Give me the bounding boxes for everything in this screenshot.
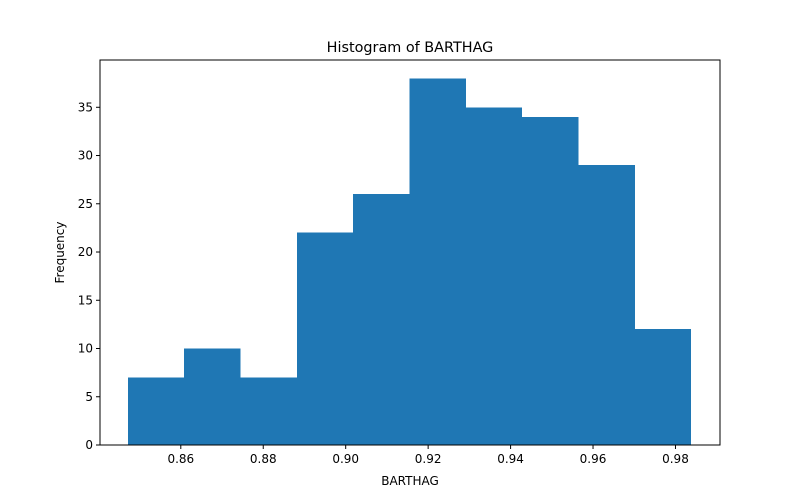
- histogram-bar-8: [522, 116, 579, 446]
- x-tick-label: 0.92: [415, 452, 442, 466]
- histogram-bar-6: [409, 78, 467, 445]
- y-axis-label: Frequency: [53, 222, 67, 284]
- x-tick-label: 0.88: [250, 452, 277, 466]
- histogram-bar-9: [578, 165, 636, 445]
- histogram-bar-4: [297, 232, 354, 445]
- x-tick-label: 0.98: [662, 452, 689, 466]
- y-axis: 0 5 10 15 20 25 30 35: [78, 100, 100, 452]
- plot-frame: [99, 59, 721, 446]
- y-tick-label: 0: [85, 438, 93, 452]
- y-tick-label: 15: [78, 293, 93, 307]
- y-tick-label: 5: [85, 390, 93, 404]
- histogram-bar-3: [240, 377, 298, 445]
- y-tick-label: 35: [78, 100, 93, 114]
- histogram-bar-1: [128, 377, 185, 445]
- histogram-bar-5: [353, 194, 410, 445]
- histogram-bar-10: [635, 329, 692, 445]
- x-axis: 0.86 0.88 0.90 0.92 0.94 0.96 0.98: [167, 445, 689, 466]
- bar-series: [128, 78, 692, 446]
- x-tick-label: 0.94: [497, 452, 524, 466]
- x-tick-label: 0.86: [167, 452, 194, 466]
- chart-title: Histogram of BARTHAG: [327, 40, 494, 56]
- y-tick-label: 30: [78, 149, 93, 163]
- histogram-bar-7: [466, 107, 523, 445]
- y-tick-label: 25: [78, 197, 93, 211]
- y-tick-label: 20: [78, 245, 93, 259]
- x-axis-label: BARTHAG: [381, 474, 439, 488]
- histogram-bar-2: [184, 348, 241, 445]
- x-tick-label: 0.96: [580, 452, 607, 466]
- y-tick-label: 10: [78, 342, 93, 356]
- x-tick-label: 0.90: [332, 452, 359, 466]
